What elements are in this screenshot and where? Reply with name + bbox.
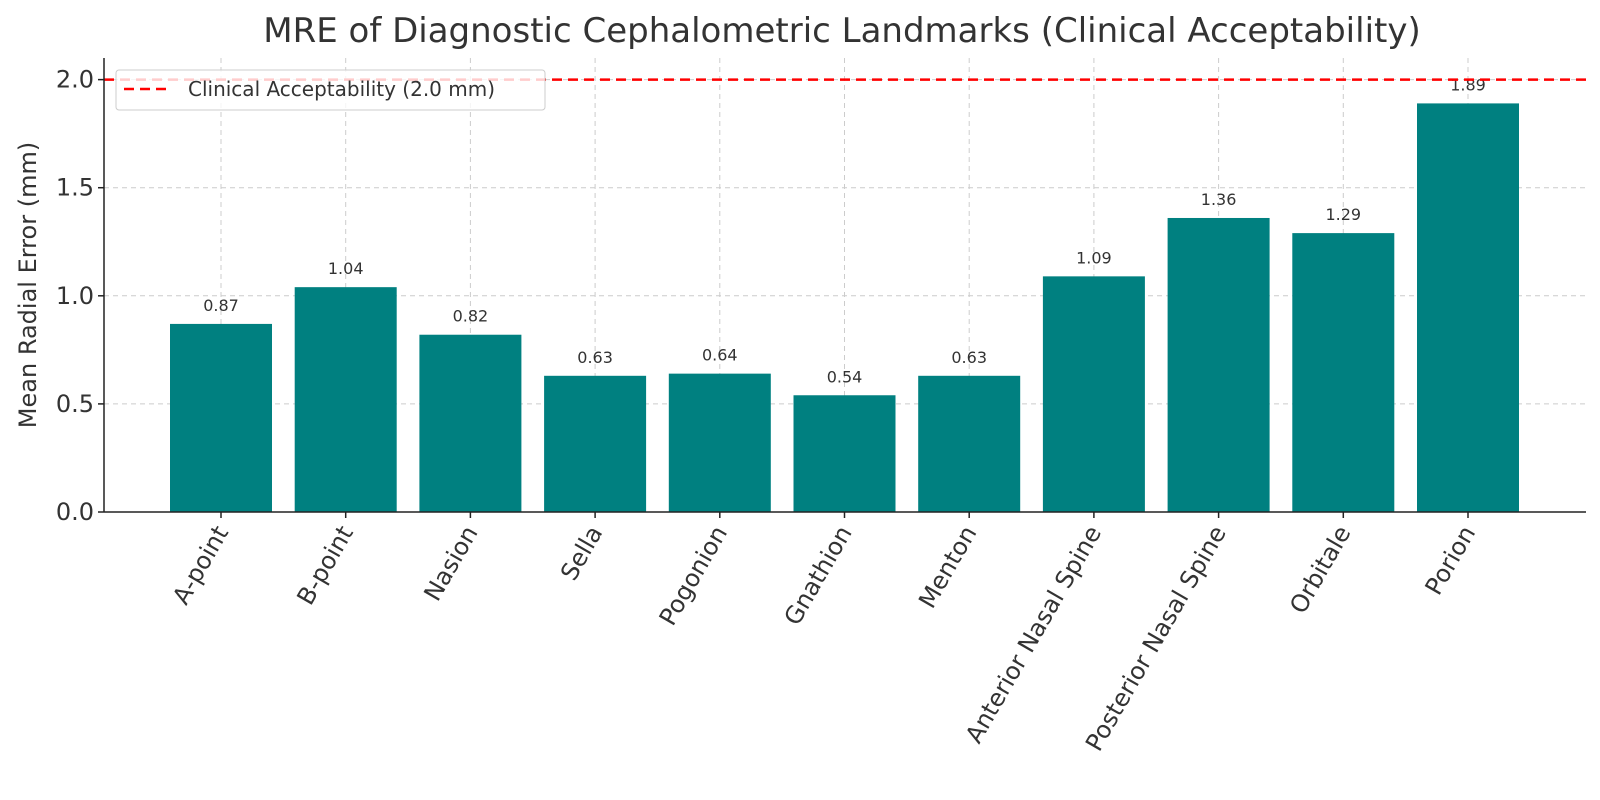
bar-value-label: 0.63: [577, 348, 613, 367]
bar: [1167, 217, 1270, 512]
x-tick-label: Gnathion: [779, 521, 858, 630]
bars: [170, 103, 1519, 513]
y-tick-label: 1.0: [56, 282, 94, 310]
bar-value-label: 1.29: [1325, 205, 1361, 224]
bar-value-label: 0.82: [453, 307, 489, 326]
bar-value-label: 1.89: [1450, 75, 1486, 94]
bar: [294, 287, 397, 512]
y-tick-label: 2.0: [56, 66, 94, 94]
bar-value-label: 1.36: [1201, 190, 1237, 209]
bar: [918, 375, 1021, 512]
x-tick-label: Menton: [913, 521, 982, 613]
x-tick-labels: A-point B-point Nasion Sella Pogonion Gnathio…: [167, 512, 1481, 756]
value-labels: 0.87 1.04 0.82 0.63 0.64 0.54 0.63 1.09 1.36 1.29…: [203, 75, 1486, 386]
bar-value-label: 0.64: [702, 346, 738, 365]
x-tick-label: Posterior Nasal Spine: [1080, 521, 1232, 756]
x-tick-label: B-point: [291, 521, 358, 610]
bar: [419, 334, 522, 512]
legend-entry: Clinical Acceptability (2.0 mm): [188, 77, 495, 101]
y-tick-labels: 0.0 0.5 1.0 1.5 2.0: [56, 66, 104, 526]
x-tick-label: Pogonion: [654, 521, 733, 630]
bar-value-label: 0.63: [951, 348, 987, 367]
bar: [544, 375, 647, 512]
x-tick-label: A-point: [167, 521, 234, 609]
y-tick-label: 1.5: [56, 174, 94, 202]
bar: [1292, 233, 1395, 512]
bar-value-label: 1.04: [328, 259, 364, 278]
bar-value-label: 1.09: [1076, 248, 1112, 267]
legend-box: [115, 69, 546, 111]
bar: [1417, 103, 1519, 513]
bar-value-label: 0.54: [827, 367, 863, 386]
bar: [1042, 276, 1145, 512]
x-tick-label: Porion: [1420, 521, 1482, 600]
bar-value-label: 0.87: [203, 296, 239, 315]
x-tick-label: Anterior Nasal Spine: [960, 521, 1107, 748]
y-tick-label: 0.0: [56, 498, 94, 526]
bar: [170, 323, 272, 512]
x-tick-label: Sella: [555, 521, 608, 585]
y-tick-label: 0.5: [56, 390, 94, 418]
bar: [668, 373, 771, 512]
x-tick-label: Nasion: [418, 521, 483, 606]
chart-title: MRE of Diagnostic Cephalometric Landmark…: [263, 11, 1420, 51]
legend: Clinical Acceptability (2.0 mm): [115, 69, 546, 111]
x-tick-label: Orbitale: [1284, 521, 1356, 618]
y-axis-label: Mean Radial Error (mm): [14, 142, 42, 428]
bar: [793, 395, 896, 512]
